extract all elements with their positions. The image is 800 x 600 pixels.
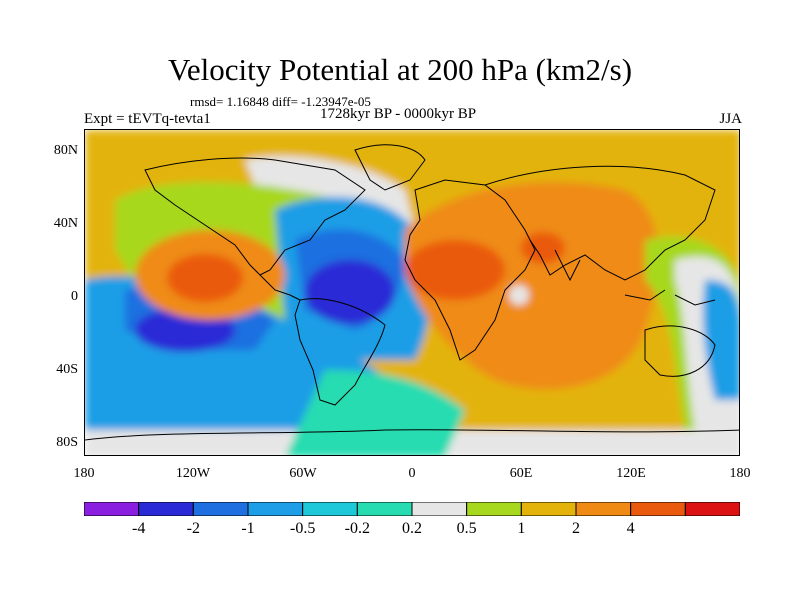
field-asia-core	[521, 232, 565, 264]
field-eurasia-positive	[405, 182, 659, 390]
colorbar-label: 0.2	[402, 520, 422, 537]
field-core-strong-negative-2	[305, 260, 395, 324]
colorbar-label: -0.2	[344, 520, 370, 537]
colorbar-label: 4	[626, 520, 635, 537]
colorbar	[84, 502, 740, 516]
colorbar-swatch	[520, 502, 577, 516]
stats-label: rmsd= 1.16848 diff= -1.23947e-05	[190, 94, 371, 109]
lon-tick-120W: 120W	[175, 466, 211, 481]
colorbar-swatch	[575, 502, 632, 516]
lat-tick-0: 0	[71, 289, 78, 304]
coast-asia	[484, 165, 716, 281]
field-teal-south	[285, 370, 465, 455]
experiment-label: Expt = tEVTq-tevta1	[84, 111, 211, 127]
coastlines	[85, 144, 739, 441]
lat-tick-80N: 80N	[53, 143, 78, 158]
colorbar-swatch	[466, 502, 522, 516]
colorbar-swatch	[684, 502, 740, 516]
coast-central-america	[259, 274, 301, 301]
colorbar-swatch	[138, 502, 194, 516]
field-neutral-spot	[509, 285, 529, 305]
coast-greenland	[354, 144, 426, 191]
coast-india	[554, 249, 581, 282]
lon-tick-180-east: 180	[729, 466, 751, 481]
field-pacific-positive-core	[167, 254, 243, 302]
colorbar-label: -4	[131, 520, 146, 537]
colorbar-label: 2	[572, 520, 580, 537]
colorbar-swatch	[247, 502, 304, 516]
colorbar-swatch	[356, 502, 413, 516]
colorbar-swatch	[302, 502, 358, 516]
field-africa-core	[405, 240, 505, 300]
coast-australia	[644, 325, 716, 377]
coast-se-asia-islands	[624, 289, 716, 306]
map-svg	[85, 130, 739, 455]
lat-tick-40S: 40S	[56, 362, 78, 377]
field-blue-east	[703, 280, 739, 400]
coast-europe-africa	[404, 179, 536, 361]
lon-tick-60W: 60W	[289, 466, 317, 481]
colorbar-label: -1	[241, 520, 255, 537]
map-plot	[84, 129, 740, 456]
lon-tick-60E: 60E	[509, 466, 533, 481]
colorbar-label: -2	[186, 520, 200, 537]
colorbar-label: -0.5	[289, 520, 316, 537]
coast-north-america	[144, 157, 366, 276]
lon-tick-120E: 120E	[616, 466, 646, 481]
lat-tick-80S: 80S	[56, 435, 78, 450]
colorbar-swatch	[84, 502, 140, 516]
colorbar-label: 0.5	[456, 520, 477, 537]
lat-tick-40N: 40N	[53, 216, 78, 231]
lon-tick-0: 0	[408, 466, 416, 481]
colorbar-swatch	[411, 502, 468, 516]
plot-title: Velocity Potential at 200 hPa (km2/s)	[167, 52, 633, 87]
colorbar-swatch	[192, 502, 249, 516]
period-label: 1728kyr BP - 0000kyr BP	[320, 106, 477, 122]
lon-tick-180-west: 180	[73, 466, 95, 481]
season-label: JJA	[719, 111, 742, 127]
coast-south-america	[294, 298, 386, 406]
coast-antarctica	[85, 429, 739, 441]
colorbar-label: 1	[517, 520, 526, 537]
colorbar-swatch	[630, 502, 686, 516]
